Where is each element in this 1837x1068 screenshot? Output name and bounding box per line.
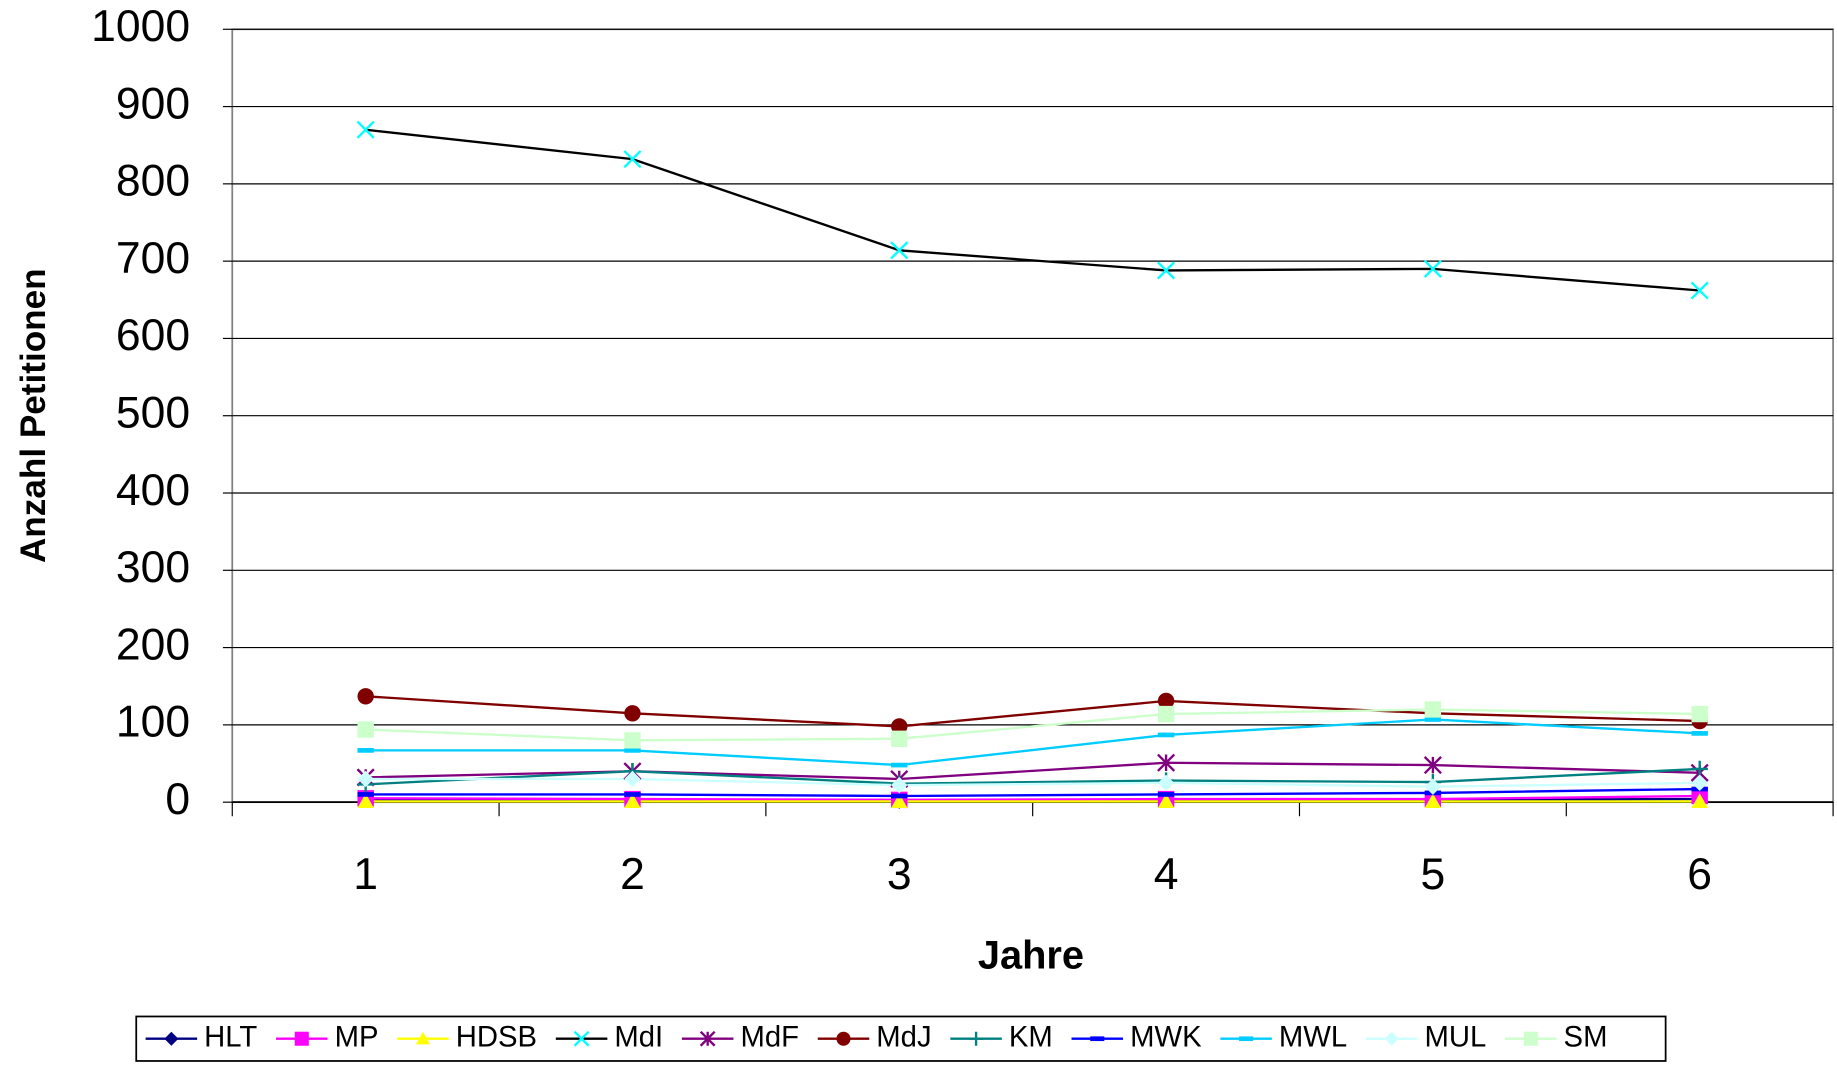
legend-marker (164, 1031, 179, 1046)
marker (891, 793, 908, 799)
legend-label: MWL (1279, 1021, 1347, 1053)
marker (357, 688, 374, 705)
series-line (365, 787, 1700, 798)
marker (356, 120, 375, 139)
marker (1157, 261, 1176, 280)
marker (624, 748, 641, 753)
legend-label: MdF (740, 1021, 799, 1053)
marker (357, 721, 374, 738)
series-line (365, 767, 1700, 786)
marker (357, 793, 374, 808)
x-tick-label: 1 (353, 850, 378, 899)
marker (1691, 793, 1708, 808)
legend-marker (1523, 1031, 1538, 1046)
marker (891, 776, 908, 794)
series-line (365, 695, 1700, 728)
marker (1424, 717, 1442, 722)
y-tick-label: 600 (116, 311, 190, 360)
y-tick-label: 500 (116, 388, 190, 437)
marker (1157, 774, 1175, 792)
marker (1424, 793, 1442, 808)
marker (891, 793, 908, 808)
legend-label: KM (1009, 1021, 1053, 1053)
marker (624, 770, 641, 788)
legend-marker (415, 1031, 431, 1045)
legend-label: MWK (1130, 1021, 1202, 1053)
marker (624, 705, 641, 722)
y-tick-label: 200 (116, 620, 190, 669)
x-tick-label: 6 (1687, 850, 1712, 899)
marker (1691, 705, 1708, 723)
legend-label: SM (1564, 1021, 1608, 1053)
legend-label: MdJ (876, 1021, 931, 1053)
marker (1423, 756, 1442, 775)
y-tick-label: 800 (116, 157, 190, 206)
legend-label: HLT (204, 1021, 257, 1053)
marker (1423, 259, 1442, 278)
marker (1691, 760, 1708, 778)
legend-marker (969, 1031, 984, 1046)
x-axis-title: Jahre (978, 933, 1084, 977)
y-tick-label: 300 (116, 543, 190, 592)
legend-label: MUL (1424, 1021, 1486, 1053)
x-tick-label: 5 (1421, 850, 1446, 899)
legend-marker (1239, 1036, 1254, 1042)
legend-label: MdI (614, 1021, 663, 1053)
y-tick-label: 100 (116, 698, 190, 747)
marker (1691, 731, 1708, 736)
series-line (365, 128, 1700, 292)
legend-marker (573, 1030, 590, 1047)
series-line (365, 777, 1700, 788)
y-tick-label: 1000 (91, 2, 190, 51)
marker (1157, 792, 1175, 797)
y-tick-label: 700 (116, 234, 190, 283)
x-tick-label: 4 (1154, 850, 1179, 899)
legend-marker (1090, 1036, 1105, 1042)
legend-marker (699, 1030, 716, 1047)
marker (357, 748, 374, 753)
marker (1691, 774, 1708, 792)
legend-marker (836, 1031, 851, 1046)
y-tick-label: 900 (116, 79, 190, 128)
x-tick-label: 3 (887, 850, 912, 899)
marker (1157, 793, 1175, 808)
series-line (365, 718, 1700, 767)
marker (891, 762, 908, 768)
marker (357, 792, 374, 797)
marker (624, 732, 641, 749)
marker (890, 241, 909, 260)
legend-label: MP (335, 1021, 379, 1053)
marker (623, 150, 642, 169)
marker (891, 730, 908, 747)
marker (1157, 705, 1175, 723)
y-axis-title: Anzahl Petitionen (14, 268, 53, 563)
marker (1157, 732, 1175, 738)
marker (357, 770, 374, 788)
y-tick-label: 0 (165, 775, 190, 824)
marker (1157, 692, 1175, 710)
marker (624, 793, 641, 808)
marker (1690, 281, 1709, 300)
marker (891, 718, 908, 735)
y-tick-label: 400 (116, 466, 190, 515)
series-line (365, 708, 1700, 742)
series-line (365, 794, 1700, 802)
marker (624, 792, 641, 797)
legend-label: HDSB (456, 1021, 537, 1053)
x-tick-label: 2 (620, 850, 645, 899)
legend-marker (294, 1031, 309, 1046)
marker (1424, 701, 1442, 718)
legend-marker (1384, 1031, 1399, 1046)
marker (1157, 753, 1176, 772)
